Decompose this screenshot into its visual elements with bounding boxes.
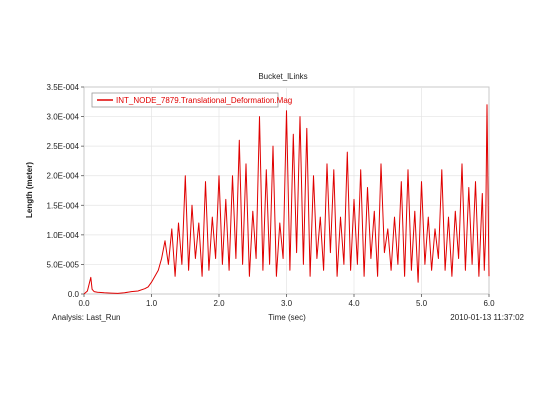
legend[interactable]: INT_NODE_7879.Translational_Deformation.…: [91, 92, 292, 108]
x-tick-label: 6.0: [483, 299, 495, 308]
y-tick-label: 2.5E-004: [47, 142, 80, 151]
y-tick-label: 1.5E-004: [47, 201, 80, 210]
series-line: [83, 104, 490, 295]
y-tick-label: 0.0: [68, 290, 80, 299]
x-axis-label: Time (sec): [268, 313, 306, 322]
x-tick-label: 2.0: [213, 299, 225, 308]
x-tick-label: 4.0: [348, 299, 360, 308]
x-tick-label: 1.0: [146, 299, 158, 308]
chart-title: Bucket_lLinks: [258, 72, 307, 81]
legend-entry: INT_NODE_7879.Translational_Deformation.…: [116, 96, 292, 105]
legend-box: [91, 92, 279, 108]
timestamp-label: 2010-01-13 11:37:02: [450, 313, 524, 322]
y-tick-label: 1.0E-004: [47, 231, 80, 240]
x-tick-label: 5.0: [416, 299, 428, 308]
y-tick-label: 5.0E-005: [47, 260, 80, 269]
x-tick-label: 0.0: [78, 299, 90, 308]
analysis-label: Analysis: Last_Run: [52, 313, 120, 322]
series-layer: [83, 104, 490, 295]
y-tick-label: 2.0E-004: [47, 172, 80, 181]
x-tick-label: 3.0: [281, 299, 293, 308]
y-tick-label: 3.0E-004: [47, 113, 80, 122]
y-axis-label: Length (meter): [25, 162, 34, 218]
y-tick-label: 3.5E-004: [47, 83, 80, 92]
x-axis: 0.0 1.0 2.0 3.0 4.0 5.0 6.0: [78, 294, 495, 308]
y-axis: 0.0 5.0E-005 1.0E-004 1.5E-004 2.0E-004 2.5E-…: [47, 83, 84, 299]
